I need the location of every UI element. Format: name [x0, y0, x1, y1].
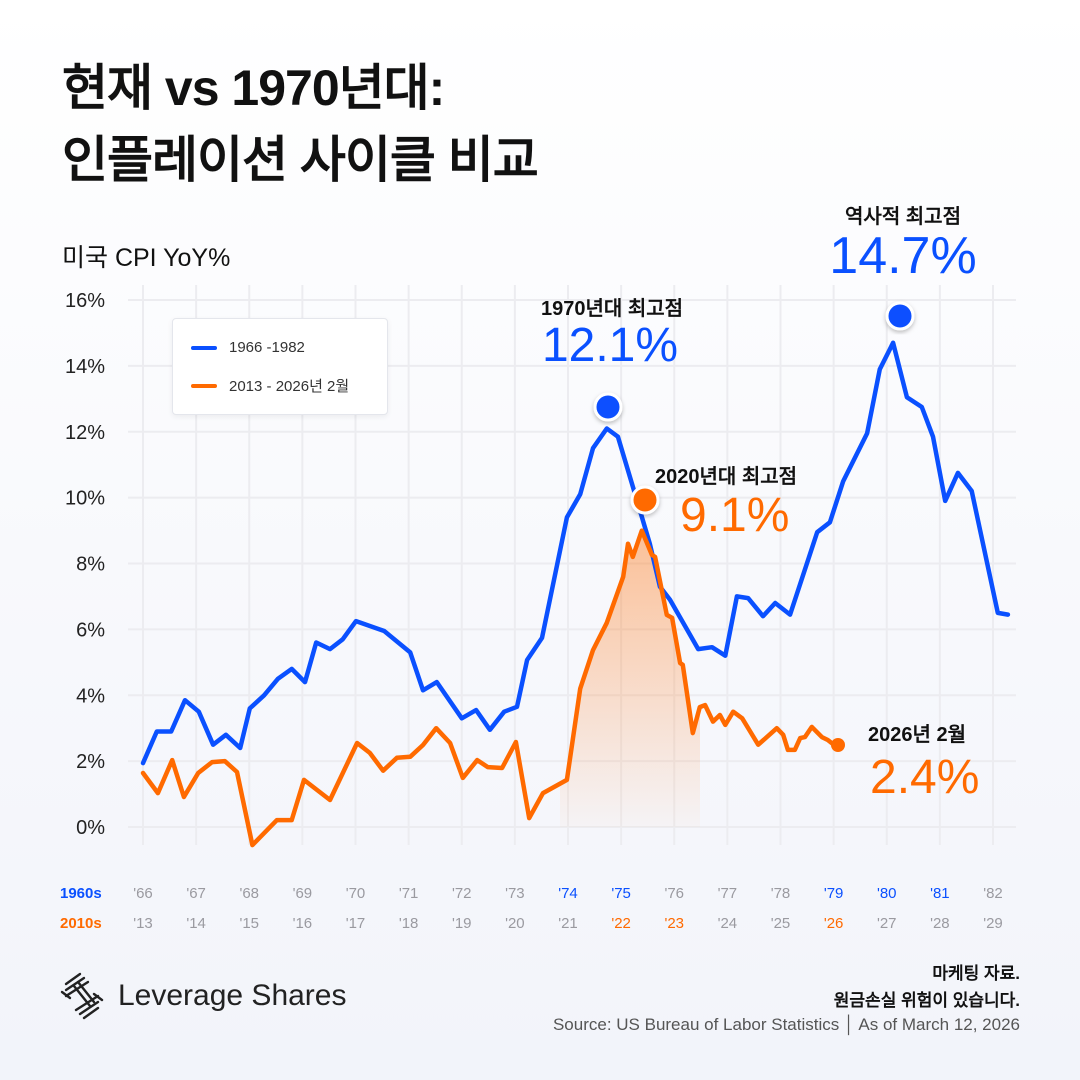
title-line-1: 현재 vs 1970년대:	[62, 60, 445, 116]
annotation-label: 2026년 2월	[868, 724, 966, 746]
x-tick-label: '22	[611, 915, 631, 932]
x-tick-label: '80	[877, 885, 897, 902]
x-tick-label: '15	[239, 915, 259, 932]
x-tick-label: '78	[771, 885, 791, 902]
annotation-label: 2020년대 최고점	[655, 466, 798, 488]
x-tick-label: '21	[558, 915, 578, 932]
x-tick-label: '77	[718, 885, 738, 902]
x-tick-label: '79	[824, 885, 844, 902]
x-tick-label: '26	[824, 915, 844, 932]
y-tick-label: 4%	[76, 685, 105, 707]
x-tick-label: '82	[983, 885, 1003, 902]
y-tick-label: 0%	[76, 817, 105, 839]
brand-name: Leverage Shares	[118, 979, 347, 1012]
x-row-label: 1960s	[60, 885, 102, 902]
legend-label: 2013 - 2026년 2월	[229, 378, 350, 395]
title-line-2: 인플레이션 사이클 비교	[62, 132, 539, 188]
x-tick-label: '75	[611, 885, 631, 902]
x-tick-label: '70	[346, 885, 366, 902]
x-tick-label: '19	[452, 915, 472, 932]
series-line-2010s	[140, 528, 841, 848]
x-tick-label: '66	[133, 885, 153, 902]
x-tick-label: '13	[133, 915, 153, 932]
legend-item-1960s: 1966 -1982	[191, 339, 305, 356]
source-note: Source: US Bureau of Labor Statistics │ …	[552, 1015, 1020, 1034]
legend-swatch-orange	[191, 383, 217, 388]
annotation-dot	[630, 485, 660, 515]
y-tick-label: 2%	[76, 751, 105, 773]
y-tick-label: 16%	[65, 290, 105, 312]
y-tick-label: 12%	[65, 422, 105, 444]
x-tick-label: '27	[877, 915, 897, 932]
x-tick-label: '18	[399, 915, 419, 932]
x-row-label: 2010s	[60, 915, 102, 932]
leverage-shares-logo-icon	[60, 972, 104, 1020]
y-tick-label: 6%	[76, 619, 105, 641]
annotation-dot	[831, 738, 845, 752]
x-tick-label: '69	[293, 885, 313, 902]
x-tick-label: '23	[664, 915, 684, 932]
series-line-1960s	[140, 340, 1011, 766]
x-tick-label: '68	[239, 885, 259, 902]
area-fill-1960s	[143, 342, 1008, 827]
annotation-value: 14.7%	[829, 227, 977, 285]
x-tick-label: '73	[505, 885, 525, 902]
x-tick-label: '16	[293, 915, 313, 932]
x-tick-label: '20	[505, 915, 525, 932]
x-tick-label: '29	[983, 915, 1003, 932]
x-tick-label: '76	[664, 885, 684, 902]
x-tick-label: '28	[930, 915, 950, 932]
chart-ylabel: 미국 CPI YoY%	[62, 244, 231, 272]
x-tick-label: '72	[452, 885, 472, 902]
disclaimer-line-1: 마케팅 자료.	[932, 964, 1020, 983]
x-tick-label: '67	[186, 885, 206, 902]
disclaimer-line-2: 원금손실 위험이 있습니다.	[833, 991, 1020, 1010]
legend-swatch-blue	[191, 345, 217, 350]
x-tick-label: '14	[186, 915, 206, 932]
page-title: 현재 vs 1970년대: 인플레이션 사이클 비교	[62, 52, 539, 196]
x-tick-label: '81	[930, 885, 950, 902]
annotation-dot	[593, 392, 623, 422]
chart-legend: 1966 -1982 2013 - 2026년 2월	[172, 318, 388, 415]
x-tick-label: '24	[718, 915, 738, 932]
x-tick-label: '74	[558, 885, 578, 902]
brand-logo: Leverage Shares	[60, 972, 347, 1020]
area-fill-2010s	[560, 530, 700, 827]
annotation-value: 12.1%	[541, 319, 679, 372]
y-tick-label: 14%	[65, 356, 105, 378]
x-tick-label: '25	[771, 915, 791, 932]
y-tick-label: 8%	[76, 554, 105, 576]
annotation-label: 1970년대 최고점	[540, 298, 684, 320]
annotation-label: 역사적 최고점	[845, 206, 961, 228]
annotation-value: 2.4%	[870, 751, 980, 804]
y-tick-label: 10%	[65, 488, 105, 510]
disclaimer: 마케팅 자료. 원금손실 위험이 있습니다.	[834, 960, 1020, 1014]
annotation-dot	[885, 301, 915, 331]
legend-item-2010s: 2013 - 2026년 2월	[191, 375, 349, 396]
legend-label: 1966 -1982	[229, 339, 305, 356]
annotation-value: 9.1%	[680, 489, 790, 542]
x-tick-label: '17	[346, 915, 366, 932]
x-tick-label: '71	[399, 885, 419, 902]
